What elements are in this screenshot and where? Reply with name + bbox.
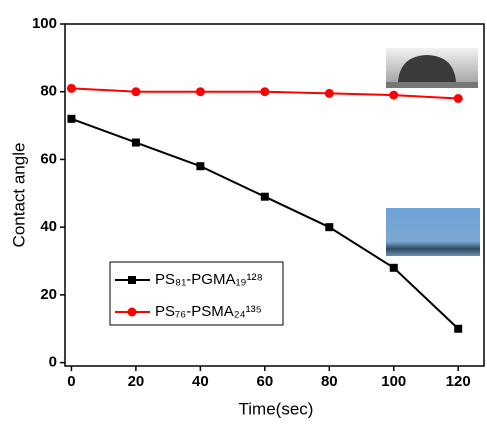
- droplet-photo: [386, 48, 478, 88]
- x-tick-label: 60: [256, 373, 273, 390]
- legend-label: PS₈₁-PGMA₁₉¹²⁸: [155, 271, 263, 288]
- legend-marker: [127, 307, 137, 317]
- data-point: [260, 87, 270, 97]
- data-point: [131, 138, 140, 147]
- data-point: [389, 90, 399, 100]
- spread-photo: [386, 208, 480, 256]
- legend-label: PS₇₆-PSMA₂₄¹³⁵: [155, 303, 262, 320]
- y-tick-label: 80: [40, 83, 57, 100]
- y-tick-label: 20: [40, 286, 57, 303]
- x-tick-label: 120: [446, 373, 471, 390]
- x-tick-label: 40: [192, 373, 209, 390]
- legend-marker: [128, 276, 136, 284]
- x-tick-label: 20: [128, 373, 145, 390]
- data-point: [66, 83, 76, 93]
- data-point: [324, 88, 334, 98]
- y-tick-label: 0: [49, 354, 57, 371]
- data-point: [325, 223, 334, 232]
- x-tick-label: 80: [321, 373, 338, 390]
- plot-frame: [64, 23, 485, 367]
- y-tick-label: 40: [40, 218, 57, 235]
- y-tick-label: 100: [32, 15, 57, 32]
- x-tick-label: 100: [381, 373, 406, 390]
- y-axis-title: Contact angle: [9, 143, 28, 248]
- data-point: [195, 87, 205, 97]
- data-point: [454, 324, 463, 333]
- data-point: [196, 162, 205, 171]
- data-point: [260, 192, 269, 201]
- legend: [109, 261, 284, 326]
- data-point: [131, 87, 141, 97]
- x-tick-label: 0: [67, 373, 75, 390]
- x-axis-title: Time(sec): [239, 399, 314, 418]
- y-tick-label: 60: [40, 150, 57, 167]
- data-point: [453, 93, 463, 103]
- data-point: [67, 114, 76, 123]
- data-point: [389, 263, 398, 272]
